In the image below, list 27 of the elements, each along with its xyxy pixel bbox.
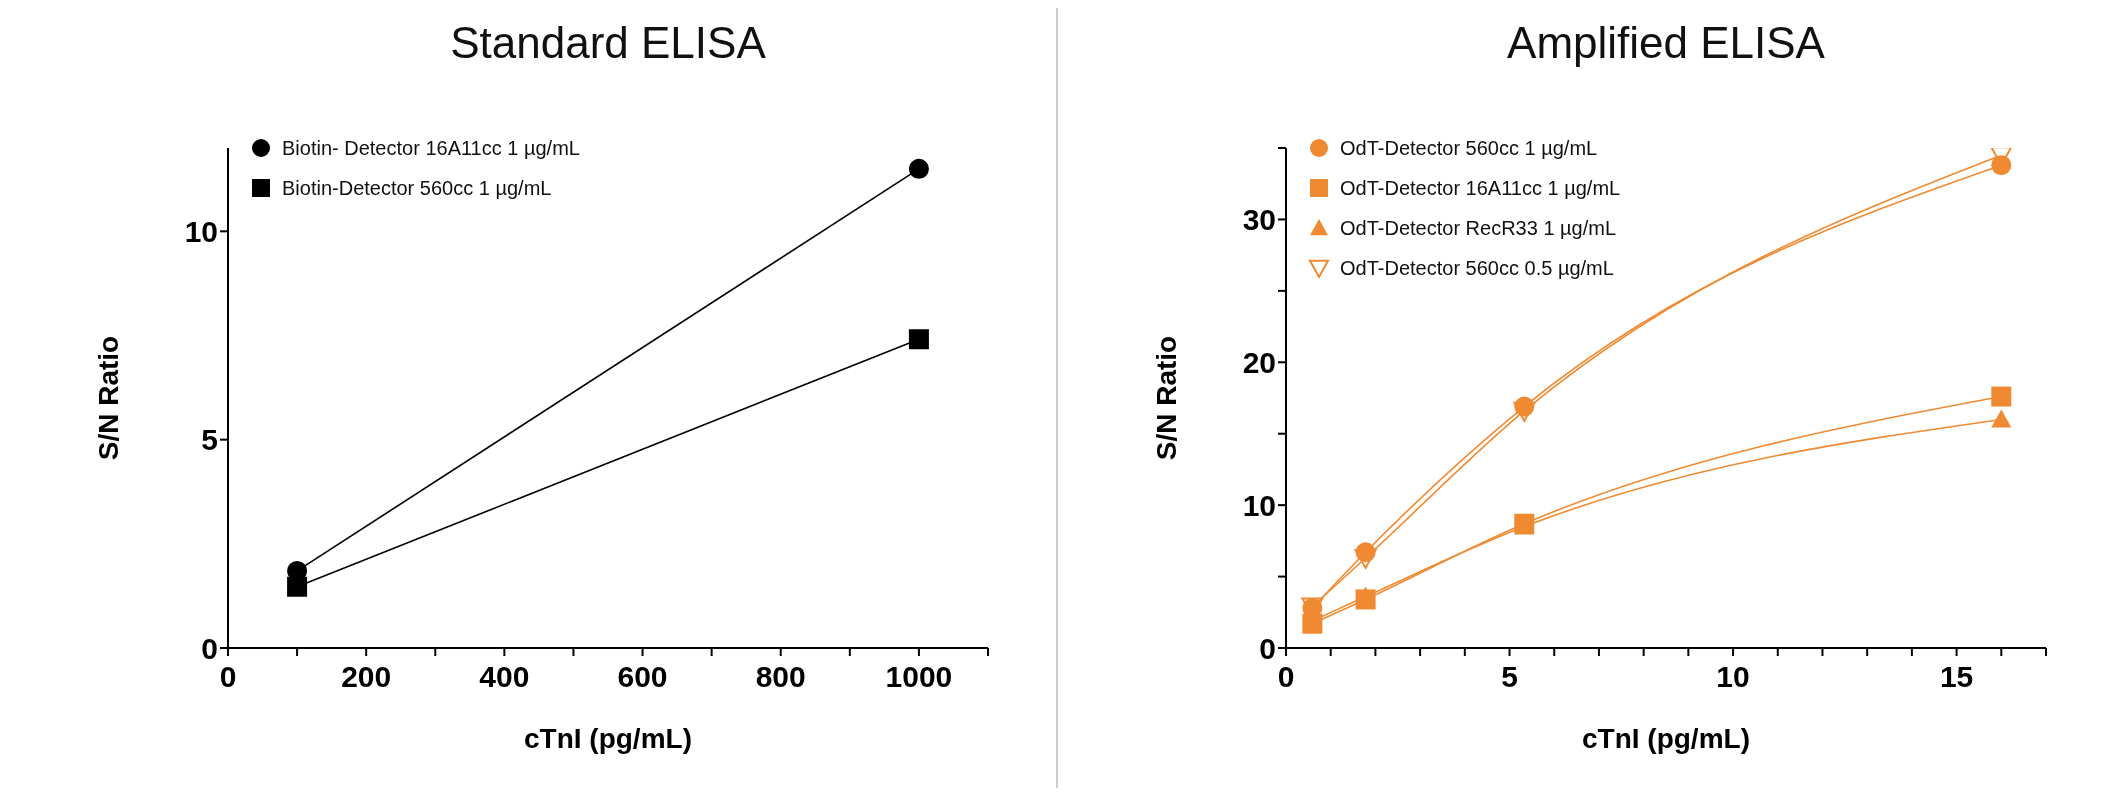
x-axis-title: cTnI (pg/mL) (1582, 723, 1750, 754)
x-tick-label: 1000 (885, 660, 953, 694)
legend-label: Biotin- Detector 16A11cc 1 µg/mL (282, 136, 580, 160)
y-tick-label: 10 (184, 214, 218, 248)
x-axis-title: cTnI (pg/mL) (524, 723, 692, 754)
y-axis-title: S/N Ratio (92, 335, 124, 461)
x-tick-label: 800 (755, 660, 806, 694)
y-tick-label: 20 (1242, 345, 1276, 379)
x-tick-label: 600 (617, 660, 668, 694)
y-tick-label: 5 (201, 423, 218, 457)
chart-title: Amplified ELISA (1506, 18, 1826, 68)
legend-label: Biotin-Detector 560cc 1 µg/mL (282, 176, 552, 200)
y-tick-label: 0 (1259, 631, 1276, 665)
x-tick-label: 400 (479, 660, 530, 694)
legend-label: OdT-Detector RecR33 1 µg/mL (1340, 216, 1617, 240)
x-tick-label: 200 (341, 660, 392, 694)
x-tick-label: 10 (1716, 660, 1750, 694)
legend-label: OdT-Detector 16A11cc 1 µg/mL (1340, 176, 1621, 200)
legend-label: OdT-Detector 560cc 0.5 µg/mL (1340, 256, 1614, 280)
y-tick-label: 10 (1242, 488, 1276, 522)
x-tick-label: 5 (1501, 660, 1518, 694)
legend-label: OdT-Detector 560cc 1 µg/mL (1340, 136, 1598, 160)
y-tick-label: 0 (201, 631, 218, 665)
x-tick-label: 15 (1939, 660, 1974, 694)
y-axis-title: S/N Ratio (1150, 335, 1182, 461)
y-tick-label: 30 (1242, 203, 1276, 237)
chart-title: Standard ELISA (449, 18, 767, 68)
